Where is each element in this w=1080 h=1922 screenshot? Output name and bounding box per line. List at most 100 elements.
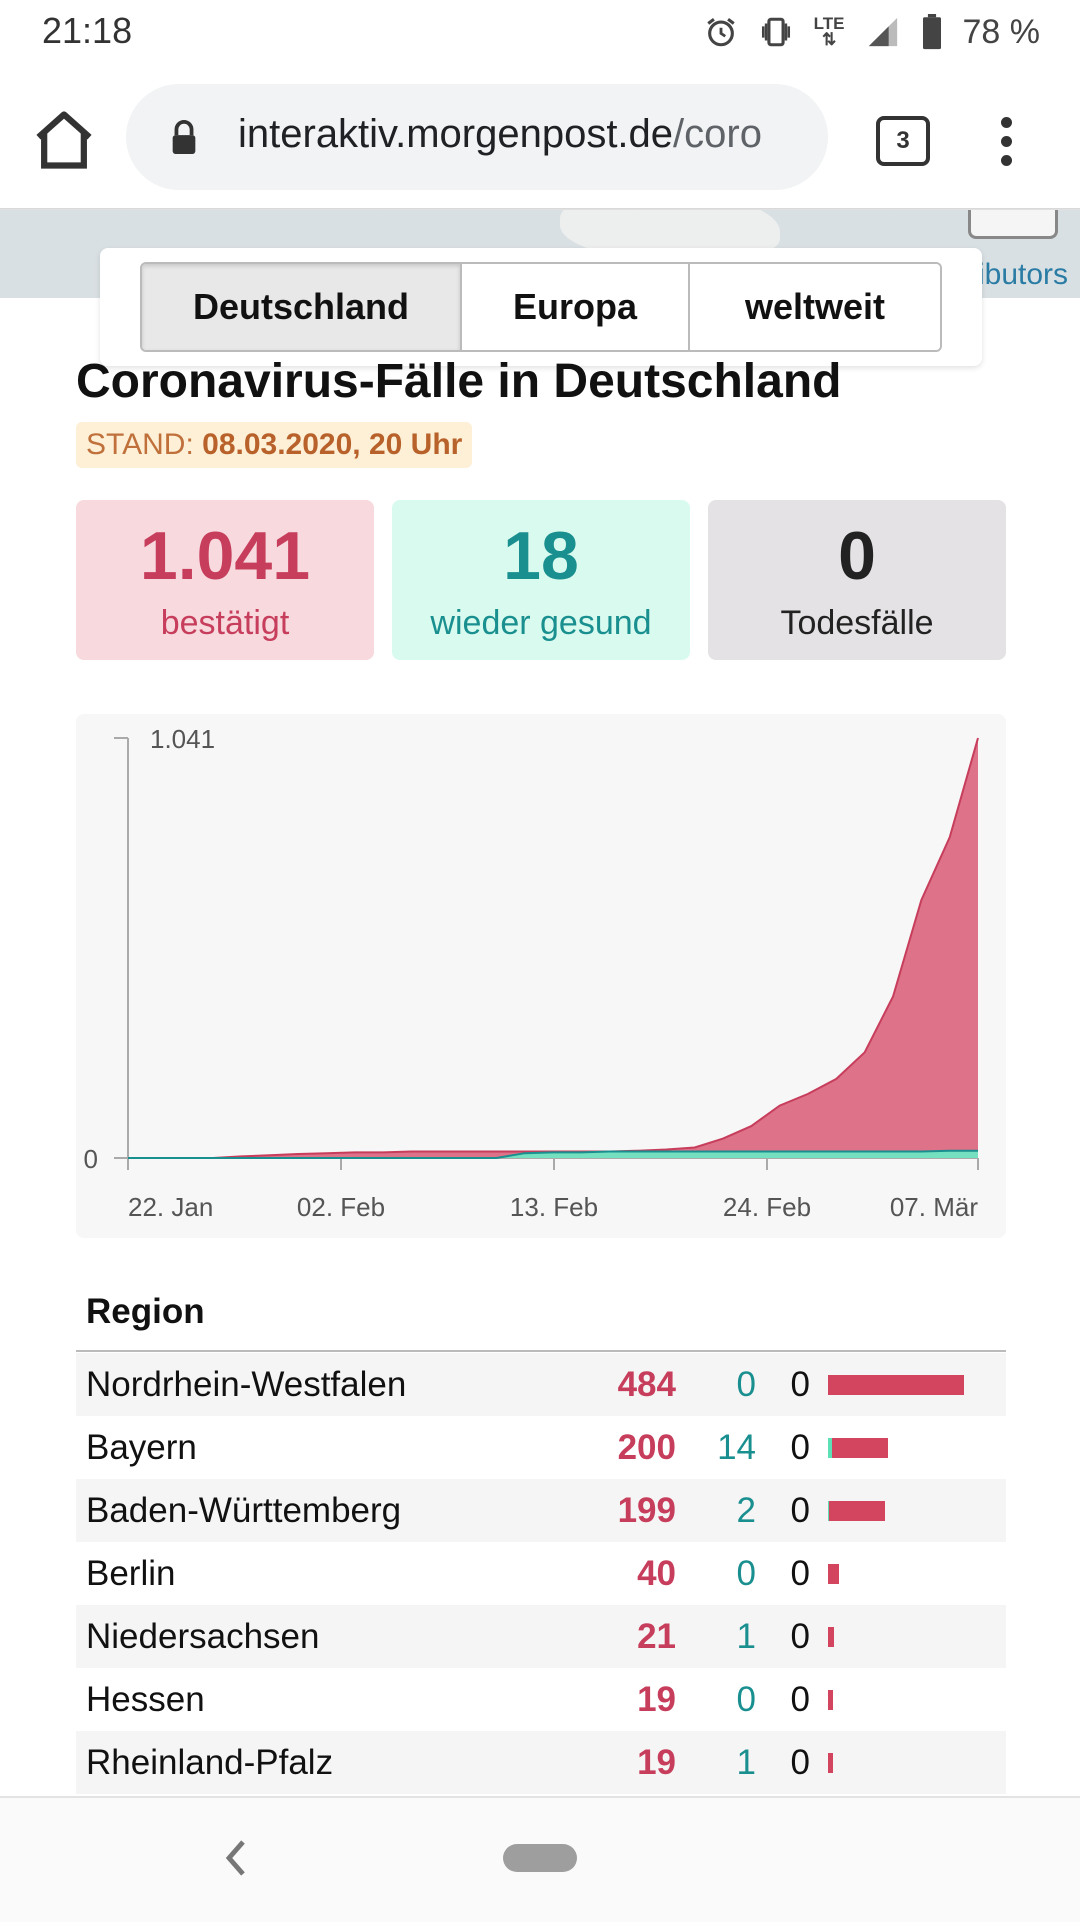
cases-chart-svg: 0 1.041 22. Jan 02. Feb 13. Feb 24. Feb 07. Mä… — [84, 724, 979, 1222]
region-recovered: 0 — [736, 1680, 756, 1719]
system-nav-bar — [0, 1796, 1080, 1922]
region-bar — [828, 1501, 998, 1521]
region-bar — [828, 1753, 998, 1773]
region-switcher: Deutschland Europa weltweit — [140, 262, 942, 352]
region-bar-confirmed — [828, 1690, 833, 1710]
region-confirmed: 21 — [637, 1617, 676, 1656]
region-bar-confirmed — [828, 1627, 834, 1647]
confirmed-label: bestätigt — [160, 604, 290, 642]
region-confirmed: 484 — [617, 1365, 676, 1404]
x-tick-label: 22. Jan — [128, 1192, 213, 1222]
region-name: Baden-Württemberg — [86, 1491, 402, 1530]
recovered-label: wieder gesund — [430, 604, 652, 642]
lock-icon — [172, 120, 196, 154]
region-bar-confirmed — [829, 1501, 885, 1521]
region-recovered: 0 — [736, 1365, 756, 1404]
region-deaths: 0 — [790, 1365, 810, 1404]
region-column-header[interactable]: Region — [86, 1292, 205, 1331]
status-bar: 21:18 LTE ⇅ 78 % — [0, 0, 1080, 70]
stand-value: 08.03.2020, 20 Uhr — [202, 428, 463, 461]
battery-icon — [922, 14, 941, 50]
x-tick-label: 24. Feb — [723, 1192, 811, 1222]
browser-toolbar: interaktiv.morgenpost.de/coro 3 — [0, 70, 1080, 210]
vibrate-icon — [761, 17, 790, 47]
region-deaths: 0 — [790, 1428, 810, 1467]
tab-europa[interactable]: Europa — [462, 264, 690, 350]
table-row[interactable]: Rheinland-Pfalz 19 1 0 — [76, 1731, 1006, 1794]
region-deaths: 0 — [790, 1554, 810, 1593]
confirmed-count: 1.041 — [139, 518, 311, 594]
region-bar — [828, 1627, 998, 1647]
region-bar — [828, 1690, 998, 1710]
region-recovered: 0 — [736, 1554, 756, 1593]
region-confirmed: 199 — [617, 1491, 676, 1530]
cases-chart[interactable]: 0 1.041 22. Jan 02. Feb 13. Feb 24. Feb 07. Mä… — [76, 714, 1006, 1238]
y-tick-label: 1.041 — [150, 724, 215, 754]
series-area-1 — [128, 1150, 978, 1158]
x-tick-label: 07. Mär — [890, 1192, 978, 1222]
region-bar — [828, 1564, 998, 1584]
region-recovered: 14 — [717, 1428, 756, 1467]
region-name: Niedersachsen — [86, 1617, 320, 1656]
x-tick-label: 13. Feb — [510, 1192, 598, 1222]
url-path: /coro — [673, 112, 762, 156]
region-confirmed: 19 — [637, 1743, 676, 1782]
region-bar-confirmed — [828, 1564, 839, 1584]
region-deaths: 0 — [790, 1617, 810, 1656]
table-row[interactable]: Hessen 19 0 0 — [76, 1668, 1006, 1731]
region-confirmed: 19 — [637, 1680, 676, 1719]
region-table: Nordrhein-Westfalen 484 0 0 Bayern 200 14 0 Bade… — [76, 1353, 1006, 1794]
table-row[interactable]: Baden-Württemberg 199 2 0 — [76, 1479, 1006, 1542]
signal-icon — [868, 17, 897, 47]
series-area-0 — [128, 738, 978, 1158]
region-name: Rheinland-Pfalz — [86, 1743, 334, 1782]
region-deaths: 0 — [790, 1491, 810, 1530]
lte-icon: LTE ⇅ — [813, 14, 845, 49]
battery-level: 78 % — [962, 12, 1041, 51]
status-date-badge: STAND: 08.03.2020, 20 Uhr — [76, 422, 473, 468]
url-text: interaktiv.morgenpost.de/coro — [238, 112, 762, 157]
table-row[interactable]: Nordrhein-Westfalen 484 0 0 — [76, 1353, 1006, 1416]
region-bar-recovered — [828, 1501, 829, 1521]
stand-label: STAND: — [86, 428, 194, 461]
lte-label: LTE — [813, 14, 845, 33]
y-tick-label: 0 — [84, 1144, 98, 1174]
tab-switcher-button[interactable]: 3 — [876, 116, 930, 166]
series-line-1 — [128, 1149, 978, 1159]
recovered-count: 18 — [503, 518, 579, 594]
region-recovered: 2 — [736, 1491, 756, 1530]
home-pill-icon[interactable] — [503, 1844, 577, 1872]
back-icon[interactable] — [220, 1838, 250, 1878]
region-bar — [828, 1438, 998, 1458]
region-recovered: 1 — [736, 1743, 756, 1782]
tab-weltweit[interactable]: weltweit — [690, 264, 940, 350]
page-title: Coronavirus-Fälle in Deutschland — [76, 355, 842, 408]
region-deaths: 0 — [790, 1743, 810, 1782]
tab-deutschland[interactable]: Deutschland — [142, 264, 462, 350]
more-vert-icon[interactable] — [988, 114, 1024, 170]
table-row[interactable]: Bayern 200 14 0 — [76, 1416, 1006, 1479]
address-bar[interactable]: interaktiv.morgenpost.de/coro — [126, 84, 828, 190]
region-recovered: 1 — [736, 1617, 756, 1656]
map-zoom-control[interactable] — [968, 210, 1058, 239]
region-bar — [828, 1375, 998, 1395]
home-icon[interactable] — [30, 106, 98, 174]
region-confirmed: 200 — [617, 1428, 676, 1467]
recovered-card: 18 wieder gesund — [392, 500, 690, 660]
deaths-count: 0 — [838, 518, 876, 594]
region-deaths: 0 — [790, 1680, 810, 1719]
region-name: Bayern — [86, 1428, 197, 1467]
confirmed-card: 1.041 bestätigt — [76, 500, 374, 660]
x-tick-label: 02. Feb — [297, 1192, 385, 1222]
region-name: Hessen — [86, 1680, 205, 1719]
alarm-icon — [706, 18, 735, 47]
region-bar-confirmed — [832, 1438, 888, 1458]
region-switcher-card: Deutschland Europa weltweit — [100, 248, 982, 366]
region-bar-confirmed — [828, 1375, 964, 1395]
table-divider — [76, 1350, 1006, 1352]
map-attribution[interactable]: ibutors — [978, 258, 1069, 291]
table-row[interactable]: Niedersachsen 21 1 0 — [76, 1605, 1006, 1668]
table-row[interactable]: Berlin 40 0 0 — [76, 1542, 1006, 1605]
region-bar-confirmed — [828, 1753, 833, 1773]
region-name: Berlin — [86, 1554, 176, 1593]
